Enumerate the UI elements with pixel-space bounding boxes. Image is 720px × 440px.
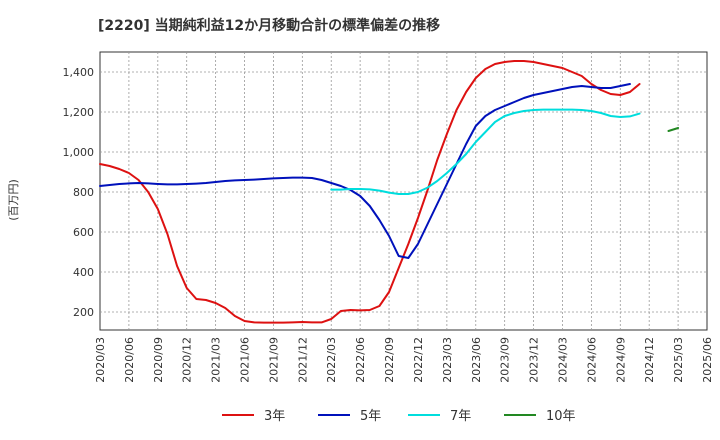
y-tick-label: 400 bbox=[73, 266, 94, 279]
x-tick-label: 2022/06 bbox=[354, 337, 367, 383]
x-tick-label: 2023/12 bbox=[528, 337, 541, 383]
x-tick-label: 2025/06 bbox=[701, 337, 714, 383]
series-line bbox=[99, 83, 631, 259]
x-tick-label: 2025/03 bbox=[672, 337, 685, 383]
x-tick-label: 2024/09 bbox=[614, 337, 627, 383]
y-tick-label: 1,000 bbox=[63, 146, 95, 159]
x-tick-label: 2021/06 bbox=[239, 337, 252, 383]
x-tick-label: 2024/06 bbox=[585, 337, 598, 383]
x-tick-label: 2021/03 bbox=[210, 337, 223, 383]
series-line bbox=[330, 108, 641, 195]
y-tick-label: 1,200 bbox=[63, 106, 95, 119]
legend-label: 7年 bbox=[450, 409, 471, 424]
x-tick-label: 2022/12 bbox=[412, 337, 425, 383]
x-tick-label: 2021/12 bbox=[296, 337, 309, 383]
legend-label: 3年 bbox=[264, 409, 285, 424]
y-tick-label: 600 bbox=[73, 226, 94, 239]
x-tick-label: 2023/03 bbox=[441, 337, 454, 383]
chart-title: [2220] 当期純利益12か月移動合計の標準偏差の推移 bbox=[98, 17, 440, 34]
series-line bbox=[99, 60, 641, 324]
series-lines bbox=[99, 60, 680, 324]
x-tick-label: 2020/12 bbox=[181, 337, 194, 383]
y-axis-ticks: 200 400 600 800 1,000 1,200 1,400 bbox=[63, 66, 95, 319]
legend-label: 10年 bbox=[546, 409, 576, 424]
x-tick-label: 2020/03 bbox=[94, 337, 107, 383]
x-tick-label: 2023/09 bbox=[499, 337, 512, 383]
y-tick-label: 200 bbox=[73, 306, 94, 319]
x-axis-ticks: 2020/03 2020/06 2020/09 2020/12 2021/03 2021/… bbox=[94, 337, 714, 383]
y-gridlines bbox=[100, 71, 707, 313]
y-axis-label: (百万円) bbox=[7, 179, 20, 221]
plot-area bbox=[99, 51, 708, 331]
x-tick-label: 2022/09 bbox=[383, 337, 396, 383]
legend-label: 5年 bbox=[360, 409, 381, 424]
y-tick-label: 800 bbox=[73, 186, 94, 199]
x-tick-label: 2021/09 bbox=[267, 337, 280, 383]
x-tick-label: 2020/09 bbox=[152, 337, 165, 383]
x-tick-label: 2023/06 bbox=[470, 337, 483, 383]
x-tick-label: 2024/12 bbox=[643, 337, 656, 383]
x-tick-label: 2024/03 bbox=[556, 337, 569, 383]
x-tick-label: 2020/06 bbox=[123, 337, 136, 383]
legend: 3年 5年 7年 10年 bbox=[222, 409, 576, 424]
series-line bbox=[667, 127, 680, 132]
y-tick-label: 1,400 bbox=[63, 66, 95, 79]
x-tick-label: 2022/03 bbox=[325, 337, 338, 383]
